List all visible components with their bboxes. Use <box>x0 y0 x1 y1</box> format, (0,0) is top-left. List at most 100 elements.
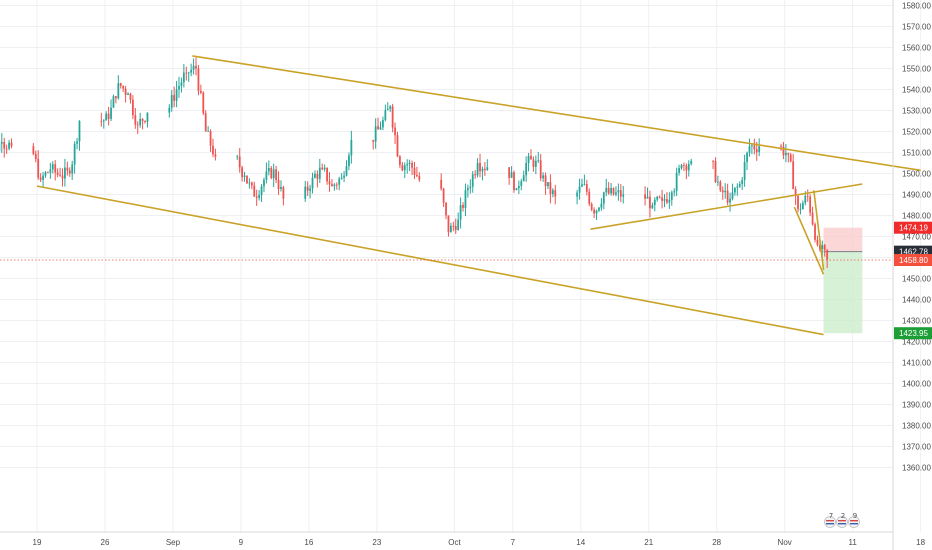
price-tick-label: 1560.00 <box>902 44 931 53</box>
candle-body <box>593 209 596 214</box>
candle-body <box>476 163 479 176</box>
trendline-falling-wedge-right[interactable] <box>813 190 825 271</box>
candle-body <box>442 188 445 203</box>
candle-body <box>131 99 134 116</box>
candle-body <box>321 167 324 170</box>
candle-body <box>797 195 799 210</box>
price-tick-label: 1450.00 <box>902 275 931 284</box>
candle-body <box>275 169 278 180</box>
candle-body <box>185 72 188 74</box>
time-axis[interactable]: 19 26 Sep 9 16 23 Oct 7 14 21 28 Nov 11 18 <box>33 538 926 547</box>
candle-body <box>605 187 608 193</box>
candle-body <box>794 189 797 196</box>
calendar-flag-icon[interactable]: 7 <box>824 512 836 528</box>
candle-body <box>282 187 285 199</box>
trendline-falling-wedge-left[interactable] <box>793 206 825 275</box>
candle-body <box>457 219 460 230</box>
candle-body <box>258 195 261 198</box>
candle-body <box>78 121 81 142</box>
calendar-flag-icon[interactable]: 2 <box>836 512 848 528</box>
candle-body <box>483 168 486 170</box>
candle-body <box>418 176 421 180</box>
candle-body <box>248 182 251 184</box>
candle-body <box>343 175 345 178</box>
trendline-channel-lower[interactable] <box>36 185 824 336</box>
candle-body <box>68 170 71 174</box>
candle-body <box>784 152 787 156</box>
candle-body <box>576 192 579 197</box>
candle-body <box>826 249 829 260</box>
candle-body <box>246 175 248 184</box>
candle-body <box>56 172 59 175</box>
candle-body <box>255 196 258 198</box>
candle-body <box>486 167 489 170</box>
price-tick-label: 1370.00 <box>902 443 931 452</box>
candle-body <box>59 174 61 176</box>
candle-body <box>345 166 348 176</box>
price-axis[interactable]: 1580.00 1570.00 1560.00 1550.00 1540.00 1530.… <box>902 2 931 473</box>
candle-body <box>32 146 35 154</box>
trendline-rising-wedge-lower[interactable] <box>590 183 863 230</box>
candle-body <box>469 186 472 189</box>
trendline-channel-upper[interactable] <box>192 55 921 172</box>
candle-body <box>675 172 678 192</box>
candle-body <box>481 168 484 172</box>
candle-body <box>651 205 654 209</box>
candle-body <box>394 127 396 136</box>
candle-body <box>141 118 144 121</box>
candle-body <box>127 93 129 96</box>
candle-body <box>741 179 744 184</box>
candle-body <box>44 172 47 176</box>
candle-body <box>792 161 795 190</box>
candle-body <box>122 85 125 89</box>
candle-body <box>316 173 319 179</box>
flag-stripe <box>838 523 846 525</box>
calendar-flag-icon[interactable]: 9 <box>848 512 860 528</box>
price-tag-bg <box>894 327 932 340</box>
time-tick-label: 28 <box>712 538 721 547</box>
candle-body <box>508 167 511 178</box>
candle-body <box>314 173 316 178</box>
time-tick-label: Nov <box>778 538 792 547</box>
candle-body <box>8 142 10 149</box>
candle-body <box>690 160 693 165</box>
candle-body <box>811 212 814 225</box>
price-tick-label: 1360.00 <box>902 464 931 473</box>
candle-body <box>411 163 413 168</box>
candle-body <box>673 191 676 193</box>
time-tick-label: 21 <box>644 538 653 547</box>
price-tag-target: 1423.95 <box>894 327 932 340</box>
candle-body <box>391 106 394 128</box>
price-tag-current: 1458.80 <box>894 254 932 267</box>
candle-body <box>105 113 108 121</box>
candle-body <box>323 167 326 170</box>
candle-body <box>340 177 343 179</box>
candle-body <box>241 167 244 177</box>
candle-body <box>406 164 409 166</box>
candle-body <box>389 106 392 109</box>
candle-body <box>263 179 265 187</box>
price-tick-label: 1490.00 <box>902 191 931 200</box>
candle-body <box>513 172 515 191</box>
flag-stripe <box>826 523 834 525</box>
candle-body <box>139 118 142 126</box>
trendlines[interactable] <box>36 55 921 336</box>
candle-body <box>542 175 545 179</box>
candle-body <box>712 160 714 162</box>
time-tick-label: 18 <box>916 538 925 547</box>
candle-body <box>61 175 64 179</box>
candle-body <box>136 124 139 126</box>
candle-body <box>272 169 275 179</box>
candle-body <box>823 245 826 250</box>
candle-body <box>602 192 605 204</box>
price-tag-label: 1462.78 <box>899 248 928 257</box>
candle-body <box>527 155 530 163</box>
flag-stripe <box>850 520 858 522</box>
time-tick-label: 16 <box>304 538 313 547</box>
candle-body <box>267 167 270 172</box>
candle-body <box>197 68 200 91</box>
candle-body <box>474 174 477 176</box>
candle-body <box>544 175 547 187</box>
